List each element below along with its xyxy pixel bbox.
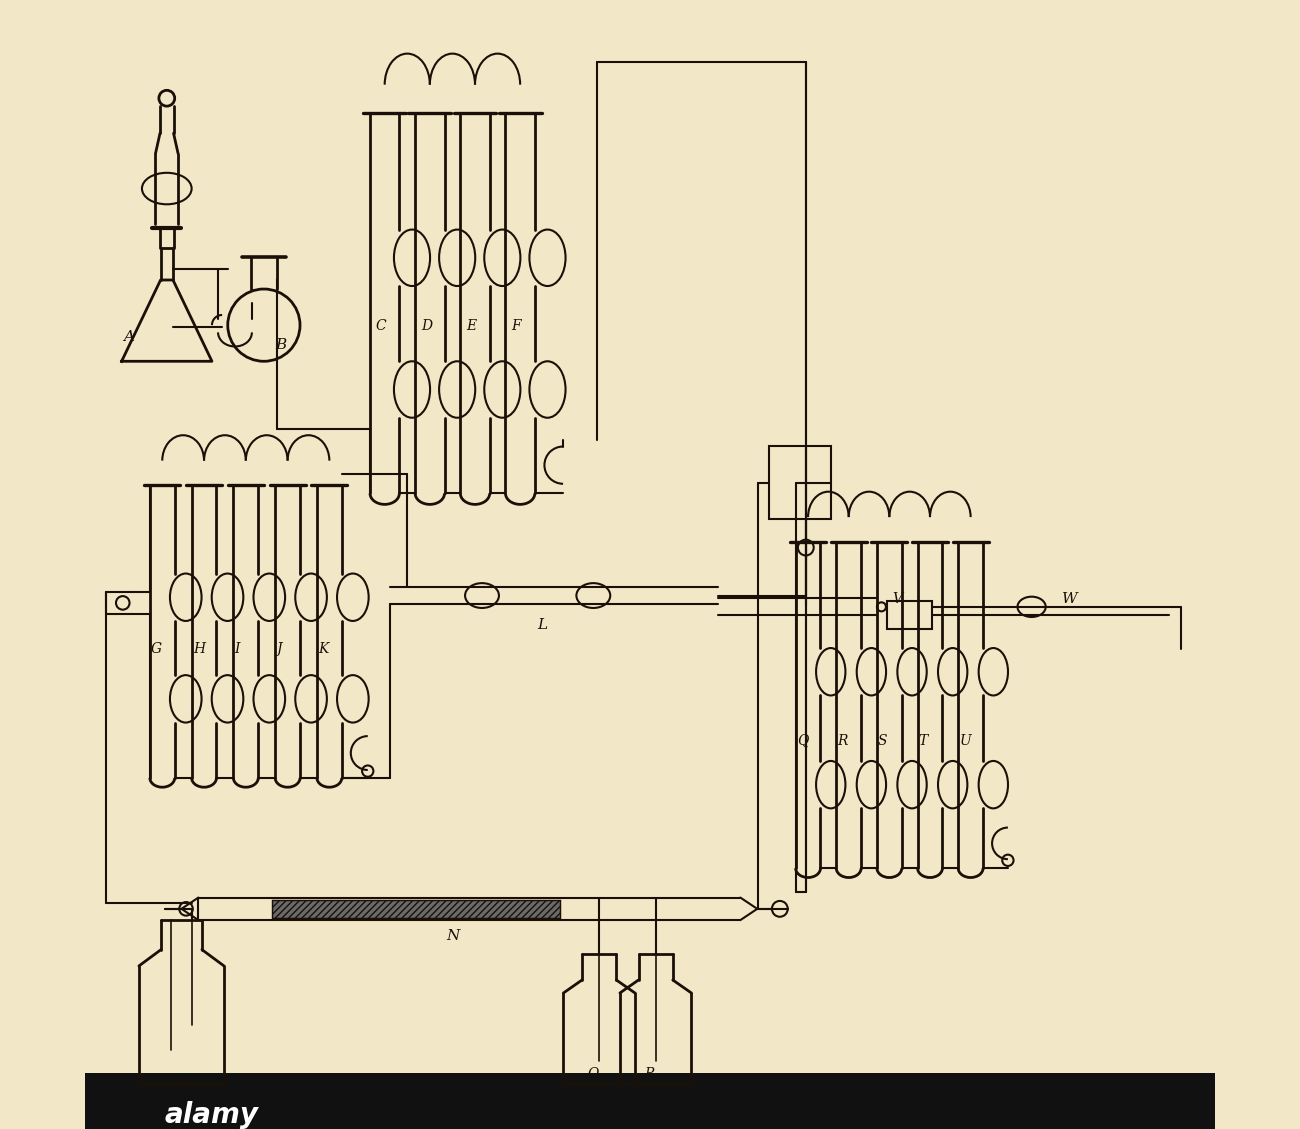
Text: K: K: [318, 642, 329, 656]
Bar: [887, 601, 932, 629]
Text: L: L: [537, 619, 547, 632]
Text: W: W: [1062, 593, 1078, 606]
Text: alamy: alamy: [165, 1102, 259, 1129]
Ellipse shape: [1018, 596, 1045, 616]
Text: I: I: [234, 642, 240, 656]
Text: O: O: [588, 1067, 599, 1082]
Bar: [272, 900, 560, 918]
Text: T: T: [919, 734, 928, 749]
Bar: [86, 1073, 1214, 1129]
Text: P: P: [645, 1067, 654, 1082]
Bar: [768, 446, 831, 519]
Text: M: M: [172, 1078, 187, 1092]
Text: E: E: [465, 320, 476, 333]
Text: S: S: [878, 734, 888, 749]
Text: B: B: [276, 339, 286, 352]
Text: F: F: [511, 320, 521, 333]
Ellipse shape: [576, 583, 610, 607]
Text: D: D: [421, 320, 432, 333]
Text: A: A: [122, 331, 134, 344]
Text: G: G: [151, 642, 162, 656]
Text: N: N: [447, 929, 460, 943]
Text: Q: Q: [797, 734, 809, 749]
Text: V: V: [893, 593, 902, 606]
Text: J: J: [277, 642, 282, 656]
Text: R: R: [837, 734, 848, 749]
Text: C: C: [376, 320, 386, 333]
Text: U: U: [959, 734, 971, 749]
Ellipse shape: [465, 583, 499, 607]
Text: H: H: [192, 642, 205, 656]
